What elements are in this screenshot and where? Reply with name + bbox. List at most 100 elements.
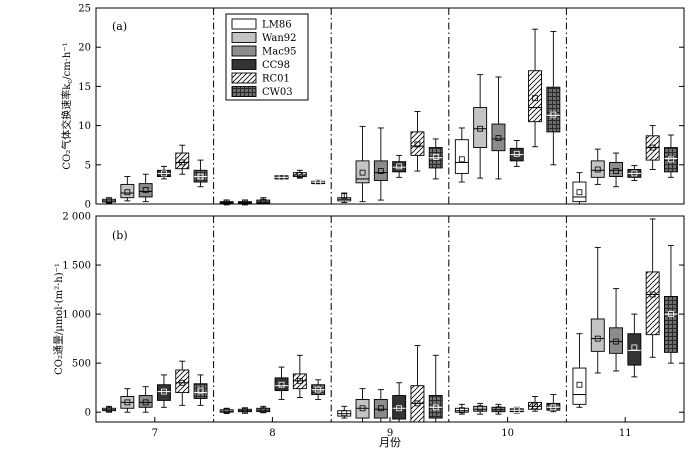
box-Wan92-7 [120,176,135,202]
box-CW03-11 [664,134,678,178]
y-axis-label-b: CO₂通量/μmol·(m²·h)⁻¹ [53,263,65,375]
mean-marker [124,399,131,406]
box-CC98-8 [274,366,289,400]
box-CC98-9 [392,154,407,178]
box-Mac95-7 [138,173,153,203]
mean-marker [359,405,366,412]
mean-marker [278,174,285,181]
box-Mac95-11 [609,152,623,188]
mean-marker [668,311,674,317]
box-CW03-10 [546,394,561,413]
box-body [355,160,370,184]
mean-marker [396,405,403,412]
box-CW03-9 [428,354,443,423]
legend-swatch-Mac95 [231,45,257,57]
box-LM86-7 [102,405,117,413]
box-RC01-9 [410,111,425,172]
mean-marker [432,404,439,411]
box-Wan92-11 [590,246,605,374]
legend-label-CC98: CC98 [262,60,290,71]
mean-marker [576,189,583,196]
box-Mac95-9 [373,127,388,201]
box-body [609,327,623,354]
legend-label-LM86: LM86 [262,20,292,31]
x-tick-label: 9 [387,428,393,439]
plot-frame-a [95,7,685,205]
x-tick-label: 8 [269,428,275,439]
box-CC98-11 [627,165,642,181]
box-LM86-11 [572,172,587,205]
panel-label-a: (a) [112,20,127,33]
mean-marker [513,150,520,157]
box-Wan92-10 [473,402,488,415]
mean-marker [296,172,303,178]
mean-marker [341,193,348,200]
box-body [392,395,407,420]
x-axis-label: 月份 [379,436,401,449]
box-body [590,318,605,352]
mean-marker [142,399,149,406]
mean-marker [179,379,186,386]
box-CW03-9 [428,138,443,180]
y-tick-label-a: 10 [78,121,91,132]
box-body [572,367,587,405]
box-CC98-8 [274,174,289,181]
mean-marker [495,135,502,142]
mean-marker [458,407,465,414]
box-CW03-8 [311,379,326,400]
y-tick-label-a: 20 [78,43,91,54]
box-body [609,161,623,178]
mean-marker [106,197,112,204]
box-RC01-10 [528,28,542,148]
mean-marker [613,168,619,174]
y-tick-label-a: 15 [78,82,91,93]
legend-swatch-Wan92 [231,32,257,43]
box-RC01-8 [292,169,307,179]
legend-swatch-LM86 [231,18,257,30]
box-body [410,131,425,156]
box-body [138,183,153,198]
box-RC01-7 [175,360,190,406]
y-tick-label-b: 1 000 [62,310,91,321]
box-RC01-8 [292,354,307,398]
mean-marker [613,338,619,345]
legend-swatch-CW03 [231,86,257,97]
panel-a: (a) 0 5 10 15 20 25 CO₂气体交换速率kc/cm·h⁻¹ LM86 Wa… [60,4,685,211]
mean-marker [197,387,204,394]
mean-marker [341,410,348,417]
box-Wan92-8 [237,199,252,206]
box-CC98-7 [156,374,171,408]
x-tick-label: 10 [501,428,514,439]
y-tick-label-b: 1 500 [62,261,91,272]
legend-label-Wan92: Wan92 [262,33,297,44]
legend-swatch-CC98 [231,59,257,70]
box-LM86-9 [337,405,352,419]
box-CW03-10 [546,31,561,166]
mean-marker [179,159,186,166]
box-LM86-7 [102,197,117,204]
box-CW03-7 [193,159,208,188]
x-tick-label: 11 [619,428,632,439]
y-axis-label-a: CO₂气体交换速率kc/cm·h⁻¹ [60,42,74,169]
y-axis-b: 0 500 1 000 1 500 2 000 [62,212,684,419]
box-LM86-10 [454,403,469,415]
mean-marker [532,403,538,410]
y-tick-label-b: 500 [72,359,91,370]
mean-marker [315,386,322,393]
mean-marker [161,388,167,395]
panel-label-b: (b) [112,229,128,242]
box-CC98-7 [156,165,171,180]
mean-marker [414,141,421,148]
box-Mac95-11 [609,288,623,372]
box-RC01-7 [175,144,190,175]
mean-marker [594,166,601,173]
y-tick-label-b: 2 000 [62,212,91,223]
mean-marker [631,344,638,351]
box-body [572,181,587,203]
mean-marker [223,199,230,206]
boxes-a [102,28,678,206]
x-axis-b: 7 8 9 10 11 [152,417,632,439]
month-separators-b [213,216,567,422]
box-CC98-10 [509,140,524,167]
